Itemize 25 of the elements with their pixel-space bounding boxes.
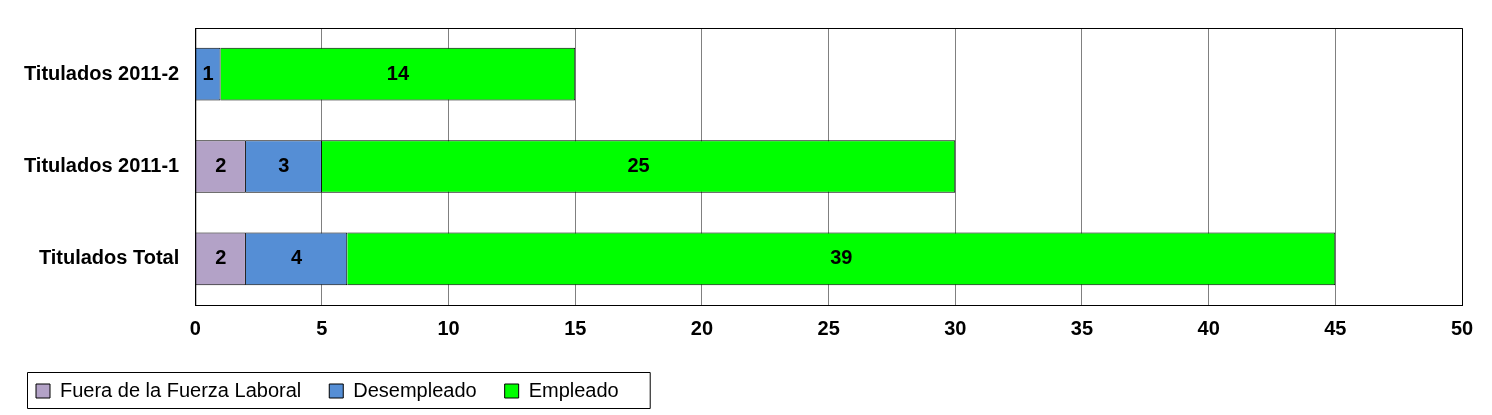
x-tick-label: 45: [1324, 316, 1347, 339]
data-label: 3: [278, 154, 290, 177]
data-label: 14: [386, 61, 410, 84]
data-label: 4: [291, 246, 304, 269]
legend-label: Fuera de la Fuerza Laboral: [60, 378, 302, 401]
x-tick-label: 50: [1450, 316, 1474, 339]
data-label: 25: [627, 154, 650, 177]
y-tick-label: Titulados 2011-2: [23, 61, 180, 84]
legend-label: Empleado: [528, 378, 619, 401]
data-label: 1: [202, 61, 214, 84]
x-tick-label: 20: [690, 316, 714, 339]
legend-label: Desempleado: [353, 378, 477, 401]
x-tick-label: 25: [817, 316, 840, 339]
x-tick-label: 10: [437, 316, 460, 339]
x-tick-label: 30: [944, 316, 967, 339]
data-label: 2: [215, 246, 227, 269]
x-tick-label: 40: [1197, 316, 1220, 339]
y-tick-label: Titulados Total: [38, 246, 180, 269]
data-label: 39: [830, 246, 853, 269]
x-tick-label: 5: [316, 316, 328, 339]
x-tick-label: 15: [564, 316, 587, 339]
y-tick-label: Titulados 2011-1: [23, 154, 180, 177]
data-label: 2: [215, 154, 227, 177]
x-tick-label: 35: [1070, 316, 1094, 339]
x-tick-label: 0: [189, 316, 201, 339]
